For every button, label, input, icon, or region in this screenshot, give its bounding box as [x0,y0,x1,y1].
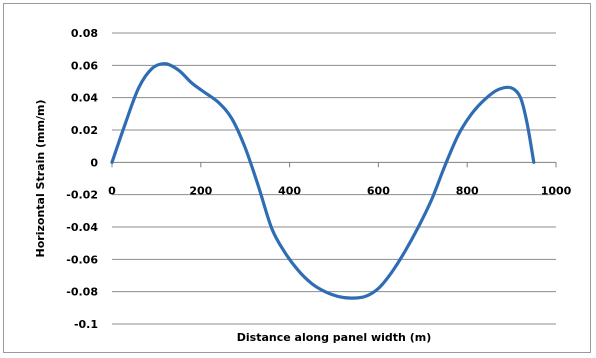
x-tick-label: 0 [108,184,116,197]
x-axis-title: Distance along panel width (m) [237,331,432,344]
gridlines [112,32,556,325]
y-tick-label: -0.1 [74,318,98,331]
chart-frame [3,3,591,353]
y-tick-label: 0.04 [71,92,98,105]
x-tick-label: 400 [278,184,301,197]
x-tick-label: 600 [367,184,390,197]
y-tick-label: -0.02 [66,189,98,202]
y-tick-labels: 0.08 0.06 0.04 0.02 0 -0.02 -0.04 -0.06 -0.08 -0.… [66,27,98,331]
x-tick-label: 800 [456,184,479,197]
x-tick-labels: 0 200 400 600 800 1000 [108,162,572,197]
x-tick-label: 200 [189,184,212,197]
x-tick-label: 1000 [541,184,572,197]
y-tick-label: 0 [90,156,98,169]
y-tick-label: 0.08 [71,27,98,40]
strain-series-line [110,62,536,300]
y-axis-title: Horizontal Strain (mm/m) [34,100,47,258]
y-tick-label: -0.04 [66,221,98,234]
y-tick-label: -0.08 [66,286,98,299]
y-tick-label: 0.02 [71,124,98,137]
y-tick-label: -0.06 [66,253,98,266]
y-tick-label: 0.06 [71,59,98,72]
